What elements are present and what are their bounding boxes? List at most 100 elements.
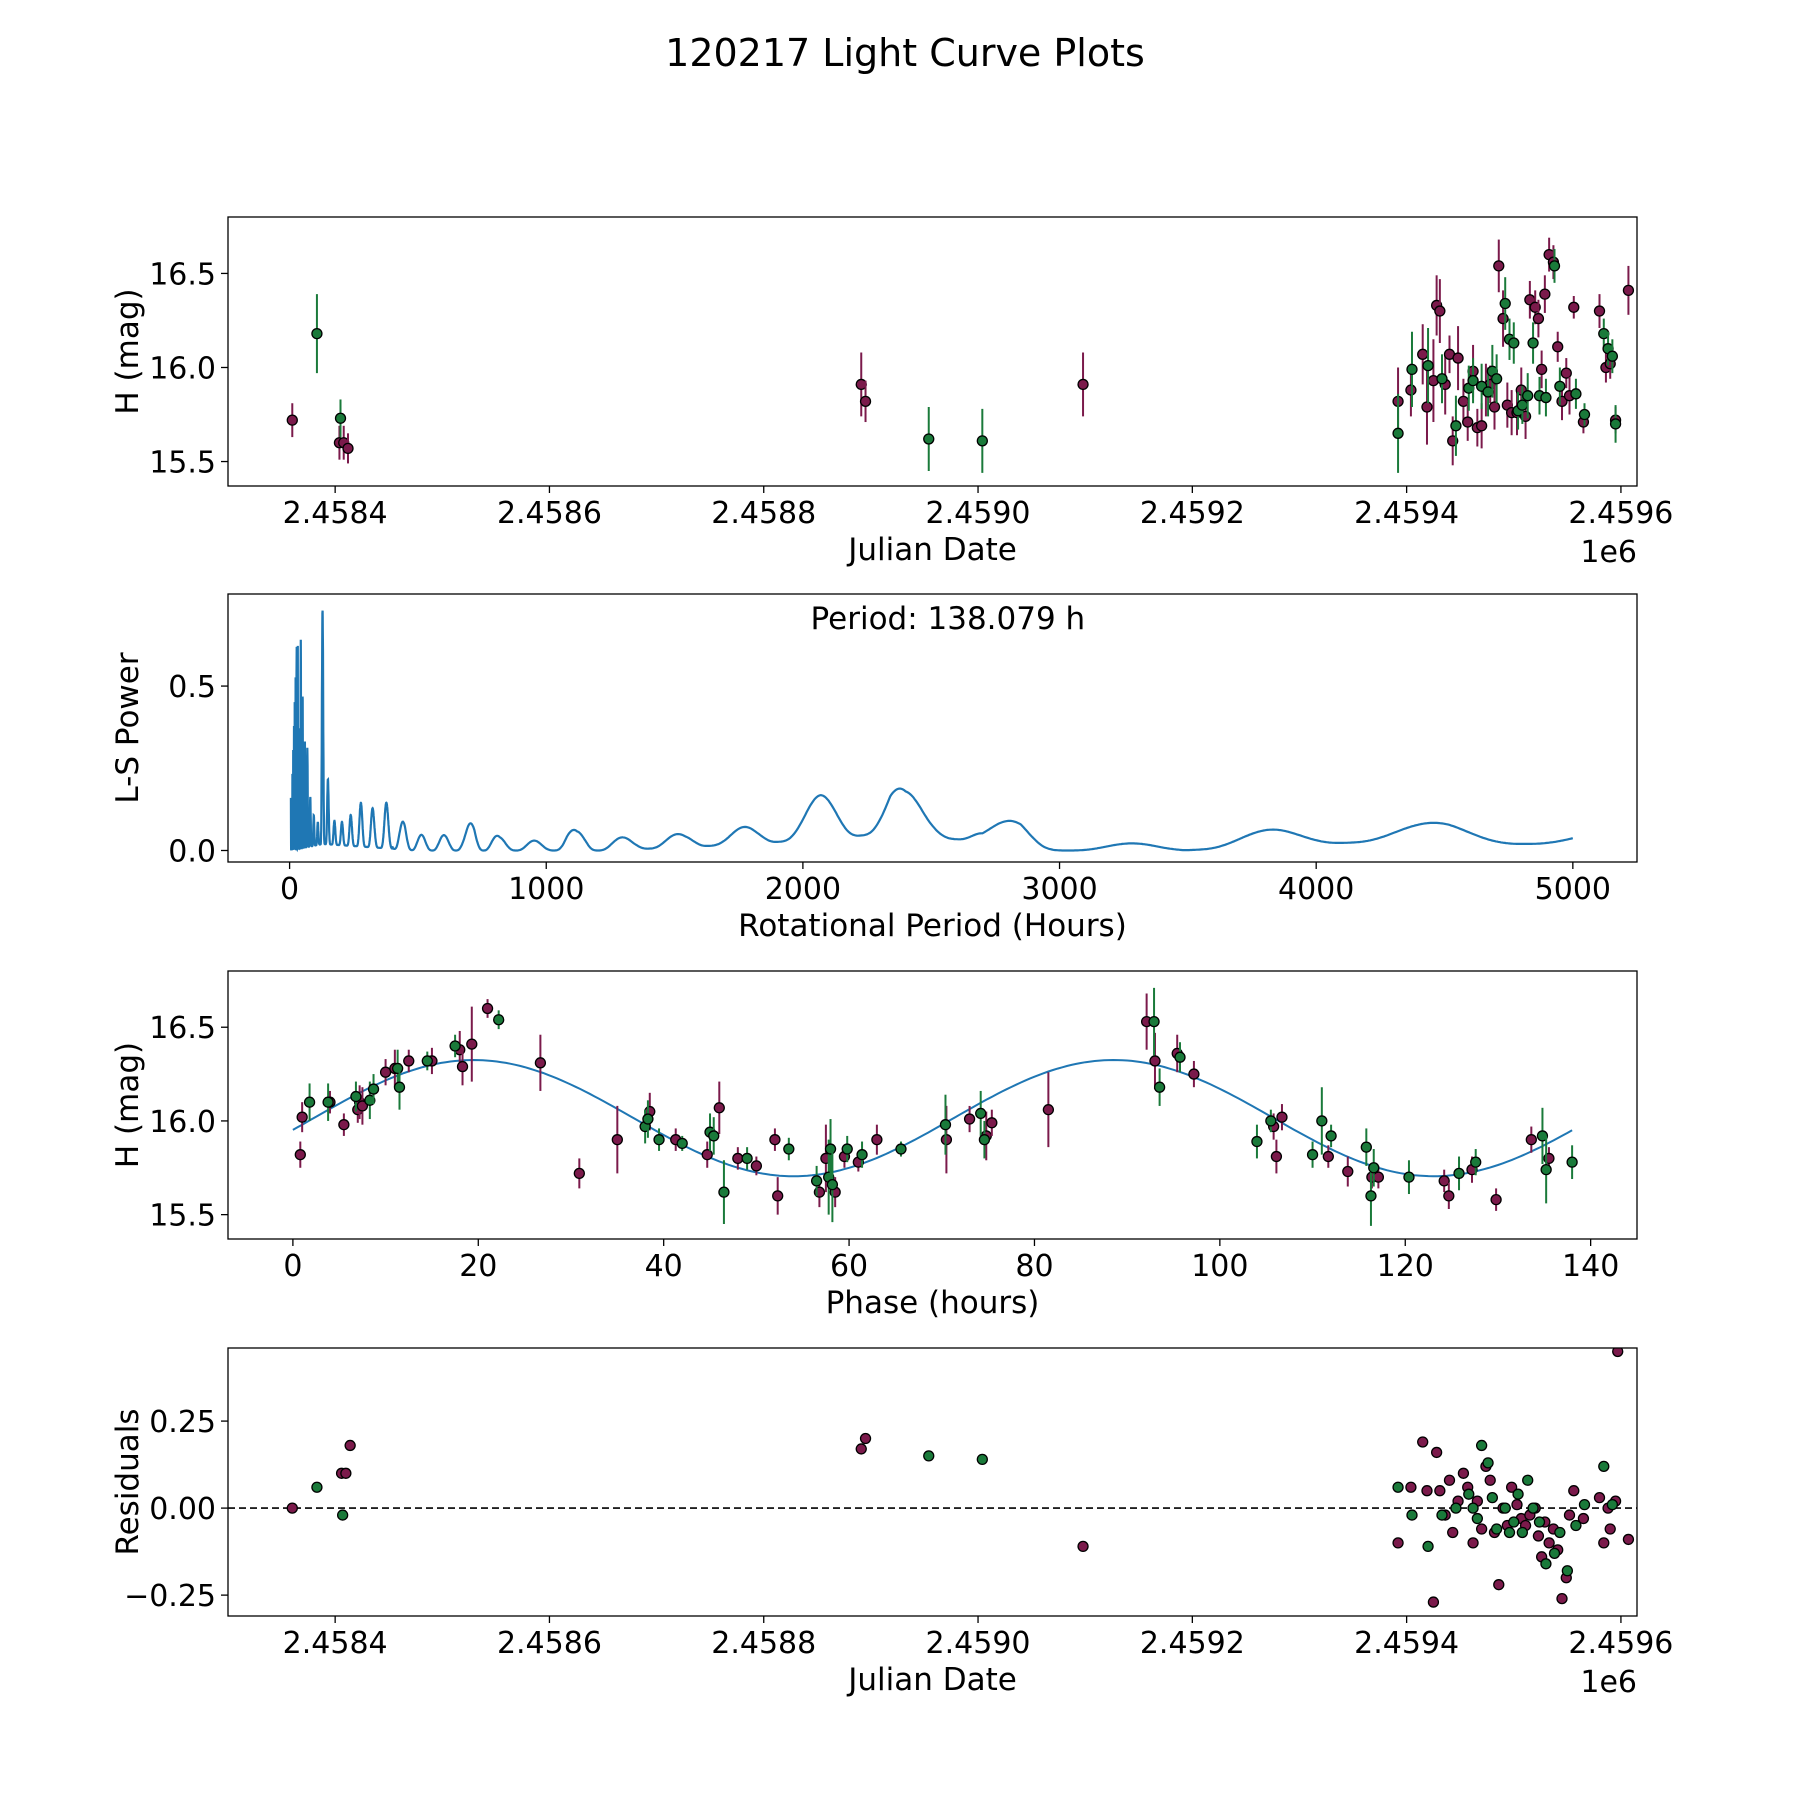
data-point-series-b	[1522, 390, 1534, 402]
data-point-series-b	[1570, 1519, 1582, 1532]
data-point-series-a	[1405, 1481, 1417, 1493]
data-point-series-a	[1493, 260, 1505, 272]
data-point-series-a	[534, 1057, 547, 1069]
data-point-series-a	[1467, 1537, 1479, 1549]
data-point-series-a	[1077, 378, 1089, 391]
data-point-series-a	[1342, 1165, 1354, 1178]
data-point-series-a	[1417, 348, 1429, 360]
data-point-series-b	[1306, 1149, 1319, 1161]
data-point-series-a	[1270, 1150, 1283, 1163]
x-tick-label: 2.4584	[283, 496, 388, 531]
data-point-series-a	[1488, 401, 1501, 413]
data-point-series-b	[1578, 1498, 1591, 1511]
data-point-series-b	[1570, 388, 1582, 400]
data-point-series-b	[923, 1450, 935, 1462]
model-sine-curve	[292, 1058, 1573, 1178]
data-point-series-a	[859, 1432, 872, 1445]
data-point-series-b	[642, 1113, 654, 1125]
data-point-series-a	[1276, 1111, 1288, 1123]
data-point-series-a	[772, 1190, 784, 1202]
data-point-series-b	[1566, 1156, 1578, 1168]
data-point-series-b	[1516, 399, 1529, 411]
panel-phase-data	[292, 987, 1578, 1226]
x-offset-label: 1e6	[1580, 535, 1637, 570]
data-point-series-a	[1525, 1134, 1537, 1146]
x-tick-label: 5000	[1535, 872, 1611, 907]
data-point-series-b	[824, 1143, 837, 1155]
y-axis-label: H (mag)	[110, 1042, 146, 1168]
x-tick-label: 2.4596	[1568, 1626, 1673, 1661]
data-point-series-b	[1522, 1474, 1534, 1486]
data-point-series-b	[1578, 408, 1591, 421]
data-point-series-b	[976, 435, 988, 447]
data-point-series-b	[1392, 1481, 1404, 1493]
data-point-series-b	[1265, 1115, 1277, 1127]
data-point-series-a	[859, 395, 872, 407]
data-point-series-b	[653, 1134, 665, 1146]
data-point-series-a	[1593, 305, 1606, 317]
data-point-series-a	[1532, 312, 1545, 325]
data-point-series-b	[336, 1509, 349, 1521]
data-point-series-a	[1535, 363, 1548, 376]
data-point-series-a	[481, 1002, 494, 1015]
data-point-series-b	[1490, 1523, 1503, 1535]
data-point-series-a	[1322, 1150, 1334, 1163]
y-axis-label: L-S Power	[110, 652, 146, 803]
y-tick-label: 0.25	[149, 1405, 216, 1440]
data-point-series-a	[403, 1055, 415, 1067]
y-tick-label: 15.5	[149, 446, 216, 481]
data-point-series-b	[975, 1107, 987, 1120]
data-point-series-b	[1174, 1051, 1186, 1063]
data-point-series-a	[1392, 1537, 1404, 1549]
data-point-series-a	[1443, 1190, 1455, 1202]
data-point-series-a	[1405, 384, 1417, 396]
data-point-series-a	[1475, 420, 1488, 432]
data-point-series-b	[1436, 373, 1448, 385]
data-point-series-b	[1598, 1460, 1610, 1472]
data-point-series-a	[1577, 1512, 1590, 1525]
data-point-series-a	[986, 1117, 998, 1129]
x-tick-label: 100	[1191, 1249, 1248, 1284]
data-point-series-a	[1430, 1446, 1443, 1459]
data-point-series-b	[1540, 1164, 1552, 1176]
data-point-series-b	[334, 412, 347, 424]
data-point-series-b	[1548, 1547, 1561, 1560]
data-point-series-a	[338, 1119, 350, 1131]
data-point-series-b	[1365, 1190, 1377, 1202]
data-point-series-b	[350, 1090, 362, 1103]
data-point-series-a	[1434, 1485, 1446, 1497]
panel-phase: 0 20 40 60 80 100 120 140 15.5 16.0 16.5 Phase (hou…	[110, 970, 1638, 1321]
x-tick-label: 2.4590	[926, 1626, 1031, 1661]
data-point-series-a	[1560, 367, 1572, 379]
data-point-series-b	[1527, 1502, 1539, 1514]
data-point-series-b	[311, 327, 323, 340]
y-tick-label: 0.0	[168, 834, 216, 869]
data-point-series-a	[1505, 1481, 1518, 1493]
data-point-series-b	[741, 1152, 753, 1165]
data-point-series-b	[322, 1096, 334, 1108]
data-point-series-b	[783, 1143, 795, 1155]
data-point-series-a	[286, 1502, 298, 1514]
data-point-series-a	[1421, 401, 1433, 413]
data-point-series-b	[421, 1055, 433, 1067]
x-tick-label: 4000	[1278, 872, 1354, 907]
x-offset-label: 1e6	[1580, 1665, 1637, 1700]
data-point-series-b	[1450, 420, 1462, 432]
data-point-series-b	[718, 1186, 730, 1198]
data-point-series-b	[1325, 1130, 1337, 1142]
data-point-series-a	[713, 1102, 725, 1114]
data-point-series-a	[456, 1060, 469, 1073]
data-point-series-a	[1511, 1498, 1523, 1511]
data-point-series-a	[342, 442, 354, 455]
x-tick-label: 2.4586	[497, 1626, 602, 1661]
data-point-series-a	[573, 1167, 585, 1180]
x-tick-label: 2.4592	[1140, 1626, 1245, 1661]
data-point-series-a	[1462, 416, 1474, 428]
y-tick-label: 16.5	[149, 257, 216, 292]
x-tick-label: 0	[280, 872, 299, 907]
data-point-series-a	[750, 1160, 763, 1172]
x-axis-label: Phase (hours)	[826, 1285, 1040, 1321]
data-point-series-a	[1490, 1193, 1502, 1206]
data-point-series-b	[303, 1096, 316, 1108]
